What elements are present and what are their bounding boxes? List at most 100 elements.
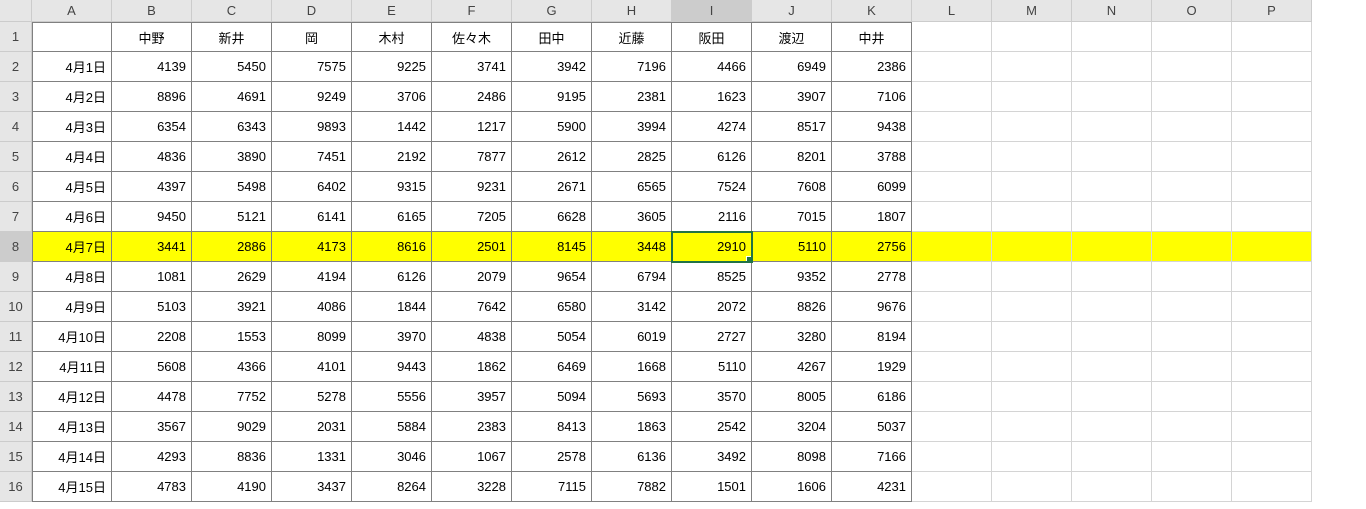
cell-M14[interactable] (992, 412, 1072, 442)
cell-O4[interactable] (1152, 112, 1232, 142)
cell-H9[interactable]: 6794 (592, 262, 672, 292)
col-header-G[interactable]: G (512, 0, 592, 22)
cell-L1[interactable] (912, 22, 992, 52)
cell-N5[interactable] (1072, 142, 1152, 172)
cell-M12[interactable] (992, 352, 1072, 382)
cell-L12[interactable] (912, 352, 992, 382)
cell-H1[interactable]: 近藤 (592, 22, 672, 52)
cell-L9[interactable] (912, 262, 992, 292)
cell-M11[interactable] (992, 322, 1072, 352)
col-header-I[interactable]: I (672, 0, 752, 22)
cell-O12[interactable] (1152, 352, 1232, 382)
cell-F5[interactable]: 7877 (432, 142, 512, 172)
cell-G15[interactable]: 2578 (512, 442, 592, 472)
cell-C10[interactable]: 3921 (192, 292, 272, 322)
cell-H2[interactable]: 7196 (592, 52, 672, 82)
cell-H13[interactable]: 5693 (592, 382, 672, 412)
cell-D15[interactable]: 1331 (272, 442, 352, 472)
cell-K6[interactable]: 6099 (832, 172, 912, 202)
cell-B12[interactable]: 5608 (112, 352, 192, 382)
cell-M5[interactable] (992, 142, 1072, 172)
cell-E11[interactable]: 3970 (352, 322, 432, 352)
cell-O5[interactable] (1152, 142, 1232, 172)
cell-J11[interactable]: 3280 (752, 322, 832, 352)
cell-H12[interactable]: 1668 (592, 352, 672, 382)
cell-C8[interactable]: 2886 (192, 232, 272, 262)
cell-H15[interactable]: 6136 (592, 442, 672, 472)
cell-H6[interactable]: 6565 (592, 172, 672, 202)
cell-D13[interactable]: 5278 (272, 382, 352, 412)
cell-L14[interactable] (912, 412, 992, 442)
cell-G4[interactable]: 5900 (512, 112, 592, 142)
row-header-12[interactable]: 12 (0, 352, 32, 382)
cell-O1[interactable] (1152, 22, 1232, 52)
cell-A11[interactable]: 4月10日 (32, 322, 112, 352)
cell-G5[interactable]: 2612 (512, 142, 592, 172)
cell-B4[interactable]: 6354 (112, 112, 192, 142)
cell-H7[interactable]: 3605 (592, 202, 672, 232)
col-header-H[interactable]: H (592, 0, 672, 22)
cell-O3[interactable] (1152, 82, 1232, 112)
cell-F3[interactable]: 2486 (432, 82, 512, 112)
cell-A13[interactable]: 4月12日 (32, 382, 112, 412)
col-header-E[interactable]: E (352, 0, 432, 22)
cell-F10[interactable]: 7642 (432, 292, 512, 322)
cell-E7[interactable]: 6165 (352, 202, 432, 232)
cell-N12[interactable] (1072, 352, 1152, 382)
cell-I13[interactable]: 3570 (672, 382, 752, 412)
cell-N13[interactable] (1072, 382, 1152, 412)
cell-P12[interactable] (1232, 352, 1312, 382)
row-header-3[interactable]: 3 (0, 82, 32, 112)
cell-J2[interactable]: 6949 (752, 52, 832, 82)
cell-E4[interactable]: 1442 (352, 112, 432, 142)
cell-D11[interactable]: 8099 (272, 322, 352, 352)
cell-P2[interactable] (1232, 52, 1312, 82)
cell-C16[interactable]: 4190 (192, 472, 272, 502)
cell-J3[interactable]: 3907 (752, 82, 832, 112)
cell-I8[interactable]: 2910 (672, 232, 752, 262)
cell-G8[interactable]: 8145 (512, 232, 592, 262)
cell-K9[interactable]: 2778 (832, 262, 912, 292)
cell-J10[interactable]: 8826 (752, 292, 832, 322)
cell-G2[interactable]: 3942 (512, 52, 592, 82)
cell-I7[interactable]: 2116 (672, 202, 752, 232)
cell-D7[interactable]: 6141 (272, 202, 352, 232)
cell-K16[interactable]: 4231 (832, 472, 912, 502)
cell-N15[interactable] (1072, 442, 1152, 472)
row-header-4[interactable]: 4 (0, 112, 32, 142)
cell-M3[interactable] (992, 82, 1072, 112)
cell-K2[interactable]: 2386 (832, 52, 912, 82)
cell-F13[interactable]: 3957 (432, 382, 512, 412)
cell-B6[interactable]: 4397 (112, 172, 192, 202)
cell-A6[interactable]: 4月5日 (32, 172, 112, 202)
cell-P4[interactable] (1232, 112, 1312, 142)
cell-A15[interactable]: 4月14日 (32, 442, 112, 472)
cell-P13[interactable] (1232, 382, 1312, 412)
col-header-D[interactable]: D (272, 0, 352, 22)
col-header-C[interactable]: C (192, 0, 272, 22)
col-header-F[interactable]: F (432, 0, 512, 22)
cell-M6[interactable] (992, 172, 1072, 202)
cell-C6[interactable]: 5498 (192, 172, 272, 202)
cell-A7[interactable]: 4月6日 (32, 202, 112, 232)
spreadsheet-grid[interactable]: ABCDEFGHIJKLMNOP1中野新井岡木村佐々木田中近藤阪田渡辺中井24月… (0, 0, 1366, 502)
cell-O6[interactable] (1152, 172, 1232, 202)
cell-P10[interactable] (1232, 292, 1312, 322)
cell-J13[interactable]: 8005 (752, 382, 832, 412)
cell-K1[interactable]: 中井 (832, 22, 912, 52)
cell-E12[interactable]: 9443 (352, 352, 432, 382)
cell-F15[interactable]: 1067 (432, 442, 512, 472)
cell-M9[interactable] (992, 262, 1072, 292)
cell-O14[interactable] (1152, 412, 1232, 442)
cell-I3[interactable]: 1623 (672, 82, 752, 112)
cell-E1[interactable]: 木村 (352, 22, 432, 52)
cell-I2[interactable]: 4466 (672, 52, 752, 82)
cell-L7[interactable] (912, 202, 992, 232)
cell-D16[interactable]: 3437 (272, 472, 352, 502)
cell-I12[interactable]: 5110 (672, 352, 752, 382)
cell-O10[interactable] (1152, 292, 1232, 322)
col-header-A[interactable]: A (32, 0, 112, 22)
cell-J5[interactable]: 8201 (752, 142, 832, 172)
cell-N4[interactable] (1072, 112, 1152, 142)
cell-G13[interactable]: 5094 (512, 382, 592, 412)
